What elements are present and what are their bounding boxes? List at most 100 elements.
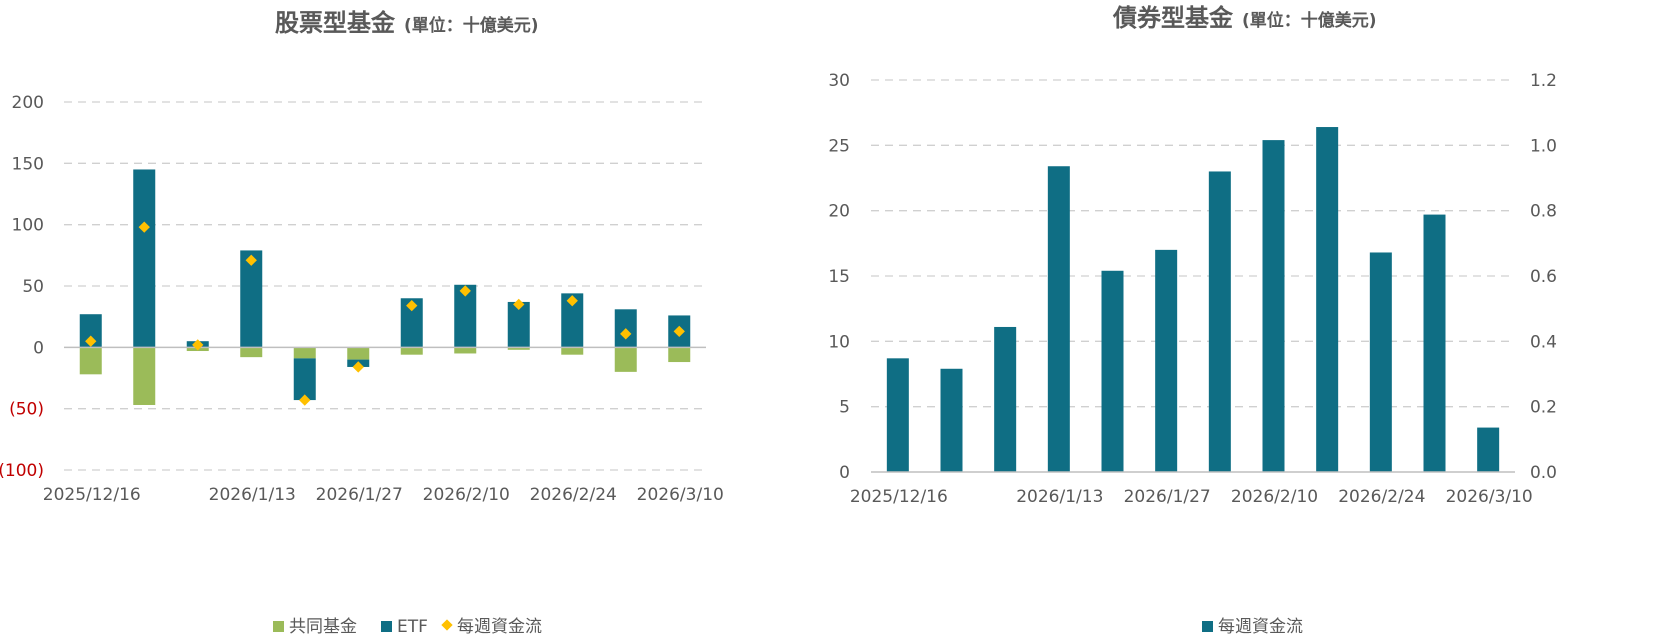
bond-y-tick-label: 5 (839, 398, 850, 418)
bond-y-tick-label: 15 (828, 267, 850, 287)
equity-y-tick-label: 150 (12, 154, 44, 174)
equity-bar-etf (240, 250, 263, 348)
equity-bar-mutual-fund (293, 347, 316, 359)
equity-legend: 共同基金 ETF 每週資金流 (273, 617, 542, 637)
equity-chart-title: 股票型基金 (275, 9, 396, 37)
equity-x-ticks: 2025/12/16 2026/1/13 2026/1/27 2026/2/10 202… (43, 485, 724, 505)
bond-bar (1208, 171, 1231, 472)
bond-bar (1316, 127, 1339, 472)
equity-chart: 股票型基金 (單位：十億美元) 200 150 100 50 0 (50) (100) 20… (0, 9, 724, 637)
legend-label-bond-weekly-flow: 每週資金流 (1218, 617, 1303, 637)
equity-bar-mutual-fund (240, 347, 263, 358)
bond-chart: 債券型基金 (單位：十億美元) 30 25 20 15 10 5 0 1.2 1.0 0.8 0.… (828, 4, 1557, 637)
equity-bar-etf (507, 301, 530, 348)
bond-bar (1101, 270, 1124, 472)
equity-y-tick-label: 50 (22, 277, 44, 297)
bond-bar (886, 358, 909, 472)
equity-bar-mutual-fund (561, 347, 584, 355)
legend-swatch-weekly-flow (441, 619, 453, 631)
equity-flow-marker (620, 328, 632, 340)
bond-y2-tick-label: 1.2 (1530, 71, 1557, 91)
equity-bar-mutual-fund (347, 347, 370, 360)
bond-y-tick-label: 25 (828, 136, 850, 156)
bond-x-tick-2025-12-16: 2025/12/16 (850, 487, 948, 507)
bond-y-tick-label: 20 (828, 202, 850, 222)
equity-x-tick-2025-12-16: 2025/12/16 (43, 485, 141, 505)
equity-y-tick-label: 0 (33, 338, 44, 358)
equity-flow-marker (245, 254, 257, 266)
equity-y-tick-label: 100 (12, 216, 44, 236)
equity-x-tick-2026-1-13: 2026/1/13 (209, 485, 296, 505)
bond-bar (1262, 140, 1285, 472)
bond-bar (1423, 214, 1446, 472)
legend-label-etf: ETF (397, 617, 428, 637)
equity-x-tick-2026-2-24: 2026/2/24 (530, 485, 617, 505)
bond-bar (1047, 166, 1070, 473)
equity-flow-marker (352, 361, 364, 373)
equity-bar-etf (454, 284, 477, 348)
bond-bar (1155, 249, 1178, 472)
bond-x-ticks: 2025/12/16 2026/1/13 2026/1/27 2026/2/10 202… (850, 487, 1533, 507)
equity-flow-marker (138, 221, 150, 233)
equity-flow-marker (192, 339, 204, 351)
bond-y2-tick-label: 1.0 (1530, 136, 1557, 156)
bond-x-tick-2026-3-10: 2026/3/10 (1446, 487, 1533, 507)
equity-bar-etf (79, 314, 102, 348)
equity-bar-etf (400, 298, 423, 348)
equity-y-tick-label: (100) (0, 461, 44, 481)
bond-chart-title: 債券型基金 (1112, 4, 1234, 32)
equity-flow-marker (299, 394, 311, 406)
equity-bar-mutual-fund (614, 347, 637, 372)
bond-x-tick-2026-2-10: 2026/2/10 (1231, 487, 1318, 507)
equity-y-tick-label: (50) (9, 400, 44, 420)
bond-y-tick-label: 0 (839, 463, 850, 483)
equity-bar-mutual-fund (79, 347, 102, 375)
bond-y-ticks: 30 25 20 15 10 5 0 (828, 71, 850, 483)
legend-label-weekly-flow: 每週資金流 (457, 617, 542, 637)
bond-y2-tick-label: 0.0 (1530, 463, 1557, 483)
equity-bar-etf (133, 169, 156, 348)
bond-y-tick-label: 30 (828, 71, 850, 91)
equity-flow-marker (406, 299, 418, 312)
equity-x-tick-2026-3-10: 2026/3/10 (637, 485, 724, 505)
bond-legend: 每週資金流 (1202, 617, 1303, 637)
bond-x-tick-2026-2-24: 2026/2/24 (1338, 487, 1425, 507)
equity-bar-etf (561, 293, 584, 348)
bond-x-tick-2026-1-27: 2026/1/27 (1124, 487, 1211, 507)
equity-markers (85, 221, 685, 406)
equity-flow-marker (513, 298, 525, 311)
equity-bar-mutual-fund (507, 347, 530, 350)
legend-swatch-etf (381, 621, 392, 632)
equity-chart-subtitle: (單位：十億美元) (404, 15, 539, 36)
bond-y2-tick-label: 0.6 (1530, 267, 1557, 287)
equity-flow-marker (566, 295, 578, 307)
bond-bar (1477, 427, 1500, 472)
equity-x-tick-2026-2-10: 2026/2/10 (423, 485, 510, 505)
bond-y2-ticks: 1.2 1.0 0.8 0.6 0.4 0.2 0.0 (1530, 71, 1557, 483)
equity-flow-marker (673, 325, 685, 338)
equity-bar-mutual-fund (668, 347, 691, 363)
equity-bar-mutual-fund (454, 347, 477, 354)
bond-bar (994, 326, 1017, 472)
equity-y-tick-label: 200 (12, 93, 44, 113)
bond-gridlines (871, 79, 1515, 408)
bond-bars (886, 127, 1500, 473)
bond-chart-subtitle: (單位：十億美元) (1242, 10, 1377, 31)
equity-bar-mutual-fund (400, 347, 423, 355)
bond-y2-tick-label: 0.2 (1530, 398, 1557, 418)
legend-label-mutual-fund: 共同基金 (289, 617, 357, 637)
equity-bar-etf (293, 358, 316, 401)
legend-swatch-bond-weekly-flow (1202, 621, 1213, 632)
bond-bar (1369, 252, 1392, 472)
equity-bars (79, 169, 691, 405)
legend-swatch-mutual-fund (273, 621, 284, 632)
bond-y2-tick-label: 0.8 (1530, 202, 1557, 222)
bond-x-tick-2026-1-13: 2026/1/13 (1016, 487, 1103, 507)
bond-y-tick-label: 10 (828, 332, 850, 352)
equity-bar-mutual-fund (133, 347, 156, 405)
bond-bar (940, 368, 963, 472)
equity-y-ticks: 200 150 100 50 0 (50) (100) (0, 93, 44, 481)
equity-x-tick-2026-1-27: 2026/1/27 (316, 485, 403, 505)
